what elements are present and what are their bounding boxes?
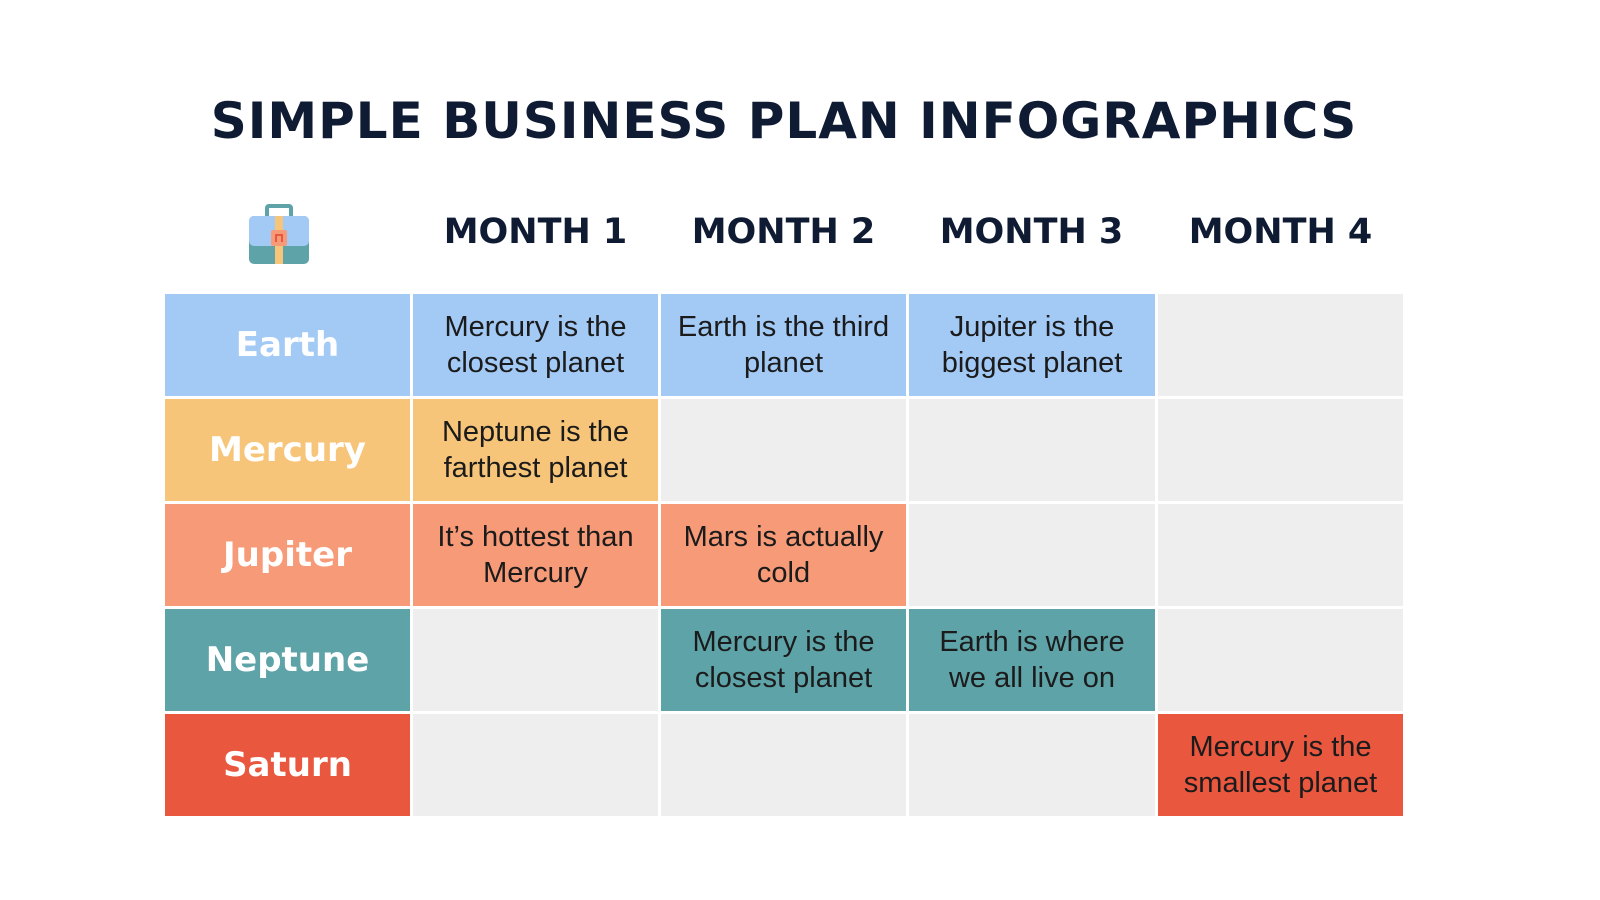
row-label-mercury: Mercury (165, 399, 410, 501)
table-cell (1158, 294, 1403, 396)
table-cell (1158, 504, 1403, 606)
table-cell: It’s hottest than Mercury (413, 504, 658, 606)
table-cell (1158, 609, 1403, 711)
table-cell: Neptune is the farthest planet (413, 399, 658, 501)
month-header-4: MONTH 4 (1188, 212, 1373, 252)
table-cell: Earth is where we all live on (909, 609, 1155, 711)
table-cell (661, 714, 906, 816)
table-cell: Mercury is the closest planet (413, 294, 658, 396)
row-label-saturn: Saturn (165, 714, 410, 816)
page-title: SIMPLE BUSINESS PLAN INFOGRAPHICS (210, 92, 1358, 150)
row-label-jupiter: Jupiter (165, 504, 410, 606)
table-cell (909, 714, 1155, 816)
briefcase-icon (249, 204, 309, 264)
table-cell (413, 714, 658, 816)
month-header-3: MONTH 3 (939, 212, 1124, 252)
table-cell (909, 399, 1155, 501)
row-label-neptune: Neptune (165, 609, 410, 711)
table-cell (413, 609, 658, 711)
month-header-1: MONTH 1 (443, 212, 628, 252)
table-cell: Mercury is the smallest planet (1158, 714, 1403, 816)
table-cell (1158, 399, 1403, 501)
table-cell (661, 399, 906, 501)
table-cell: Jupiter is the biggest planet (909, 294, 1155, 396)
table-cell (909, 504, 1155, 606)
month-header-2: MONTH 2 (691, 212, 876, 252)
table-cell: Mars is actually cold (661, 504, 906, 606)
plan-table: Earth Mercury is the closest planet Earth … (165, 294, 1403, 816)
table-cell: Earth is the third planet (661, 294, 906, 396)
table-cell: Mercury is the closest planet (661, 609, 906, 711)
row-label-earth: Earth (165, 294, 410, 396)
